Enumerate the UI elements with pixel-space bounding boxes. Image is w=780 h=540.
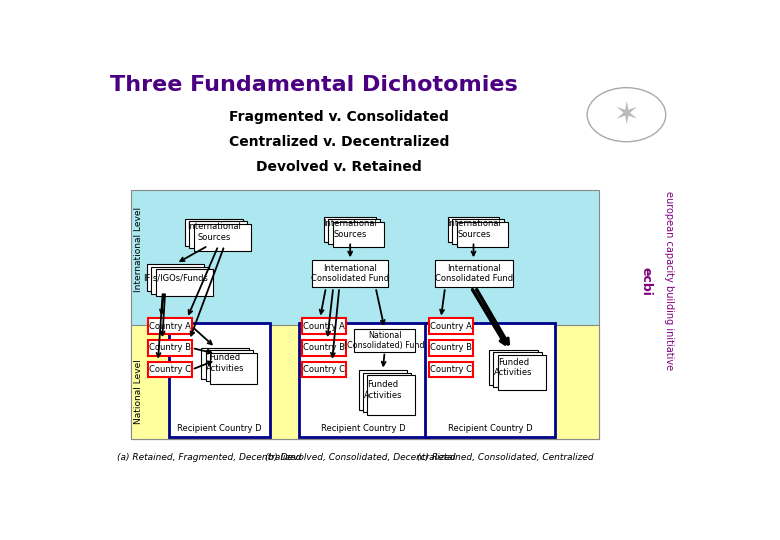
Text: Centralized v. Decentralized: Centralized v. Decentralized <box>229 134 449 149</box>
Bar <box>206 350 253 381</box>
Bar <box>147 319 192 334</box>
Text: Country B: Country B <box>303 343 345 353</box>
Bar <box>452 219 504 244</box>
Bar <box>155 269 213 296</box>
Text: Funded
Activities: Funded Activities <box>206 354 244 373</box>
Bar <box>302 362 346 377</box>
Text: National
(Consolidated) Fund: National (Consolidated) Fund <box>345 330 425 350</box>
Text: ecbi: ecbi <box>640 267 653 295</box>
Bar <box>193 224 251 251</box>
Text: (c) Retained, Consolidated, Centralized: (c) Retained, Consolidated, Centralized <box>417 453 594 462</box>
Text: International
Sources: International Sources <box>323 219 377 239</box>
Text: Country B: Country B <box>430 343 472 353</box>
Bar <box>185 219 243 246</box>
Bar <box>367 375 416 415</box>
Text: Recipient Country D: Recipient Country D <box>448 424 533 433</box>
Bar <box>328 219 380 244</box>
Bar <box>201 348 249 379</box>
Text: International
Sources: International Sources <box>187 222 241 242</box>
Bar <box>302 319 346 334</box>
Bar <box>131 190 599 439</box>
Bar <box>498 355 546 390</box>
Bar <box>363 373 411 413</box>
Bar <box>151 267 209 294</box>
Text: Country A: Country A <box>149 322 190 331</box>
Bar <box>489 349 537 385</box>
Text: Country A: Country A <box>430 322 472 331</box>
Text: Fragmented v. Consolidated: Fragmented v. Consolidated <box>229 110 449 124</box>
Bar <box>147 340 192 356</box>
Text: (a) Retained, Fragmented, Decentralized: (a) Retained, Fragmented, Decentralized <box>117 453 302 462</box>
Text: International
Consolidated Fund: International Consolidated Fund <box>435 264 513 284</box>
Text: International Level: International Level <box>134 207 143 292</box>
Text: Country A: Country A <box>303 322 345 331</box>
Text: National Level: National Level <box>134 359 143 424</box>
Text: ✶: ✶ <box>614 100 639 129</box>
Text: european capacity building initiative: european capacity building initiative <box>665 192 675 370</box>
Text: Funded
Activities: Funded Activities <box>495 357 533 377</box>
Bar <box>299 322 429 437</box>
Bar <box>429 362 473 377</box>
Text: Recipient Country D: Recipient Country D <box>177 424 262 433</box>
Text: Country C: Country C <box>149 365 191 374</box>
Bar <box>324 217 376 241</box>
Text: Recipient Country D: Recipient Country D <box>321 424 406 433</box>
Bar <box>359 370 407 410</box>
Text: International
Consolidated Fund: International Consolidated Fund <box>310 264 389 284</box>
Bar <box>131 325 599 439</box>
Text: Funded
Activities: Funded Activities <box>363 381 402 400</box>
Bar <box>429 319 473 334</box>
Text: IFIs/IGOs/Funds: IFIs/IGOs/Funds <box>144 273 208 282</box>
Bar <box>429 340 473 356</box>
Bar <box>434 260 513 287</box>
Text: Country C: Country C <box>430 365 472 374</box>
Bar <box>147 362 192 377</box>
Bar <box>312 260 388 287</box>
Bar <box>425 322 555 437</box>
Bar <box>332 221 384 246</box>
Bar <box>494 352 542 388</box>
Text: Country B: Country B <box>149 343 191 353</box>
Bar <box>354 329 415 352</box>
Text: (b) Devolved, Consolidated, Decentralized: (b) Devolved, Consolidated, Decentralize… <box>265 453 456 462</box>
Text: Devolved v. Retained: Devolved v. Retained <box>257 160 422 174</box>
Bar <box>448 217 499 241</box>
Bar <box>168 322 271 437</box>
Text: Three Fundamental Dichotomies: Three Fundamental Dichotomies <box>109 75 517 95</box>
Bar <box>456 221 508 246</box>
Text: Country C: Country C <box>303 365 345 374</box>
Bar <box>210 353 257 384</box>
Bar <box>302 340 346 356</box>
Text: International
Sources: International Sources <box>447 219 501 239</box>
Bar <box>190 221 246 248</box>
Bar <box>147 265 204 292</box>
